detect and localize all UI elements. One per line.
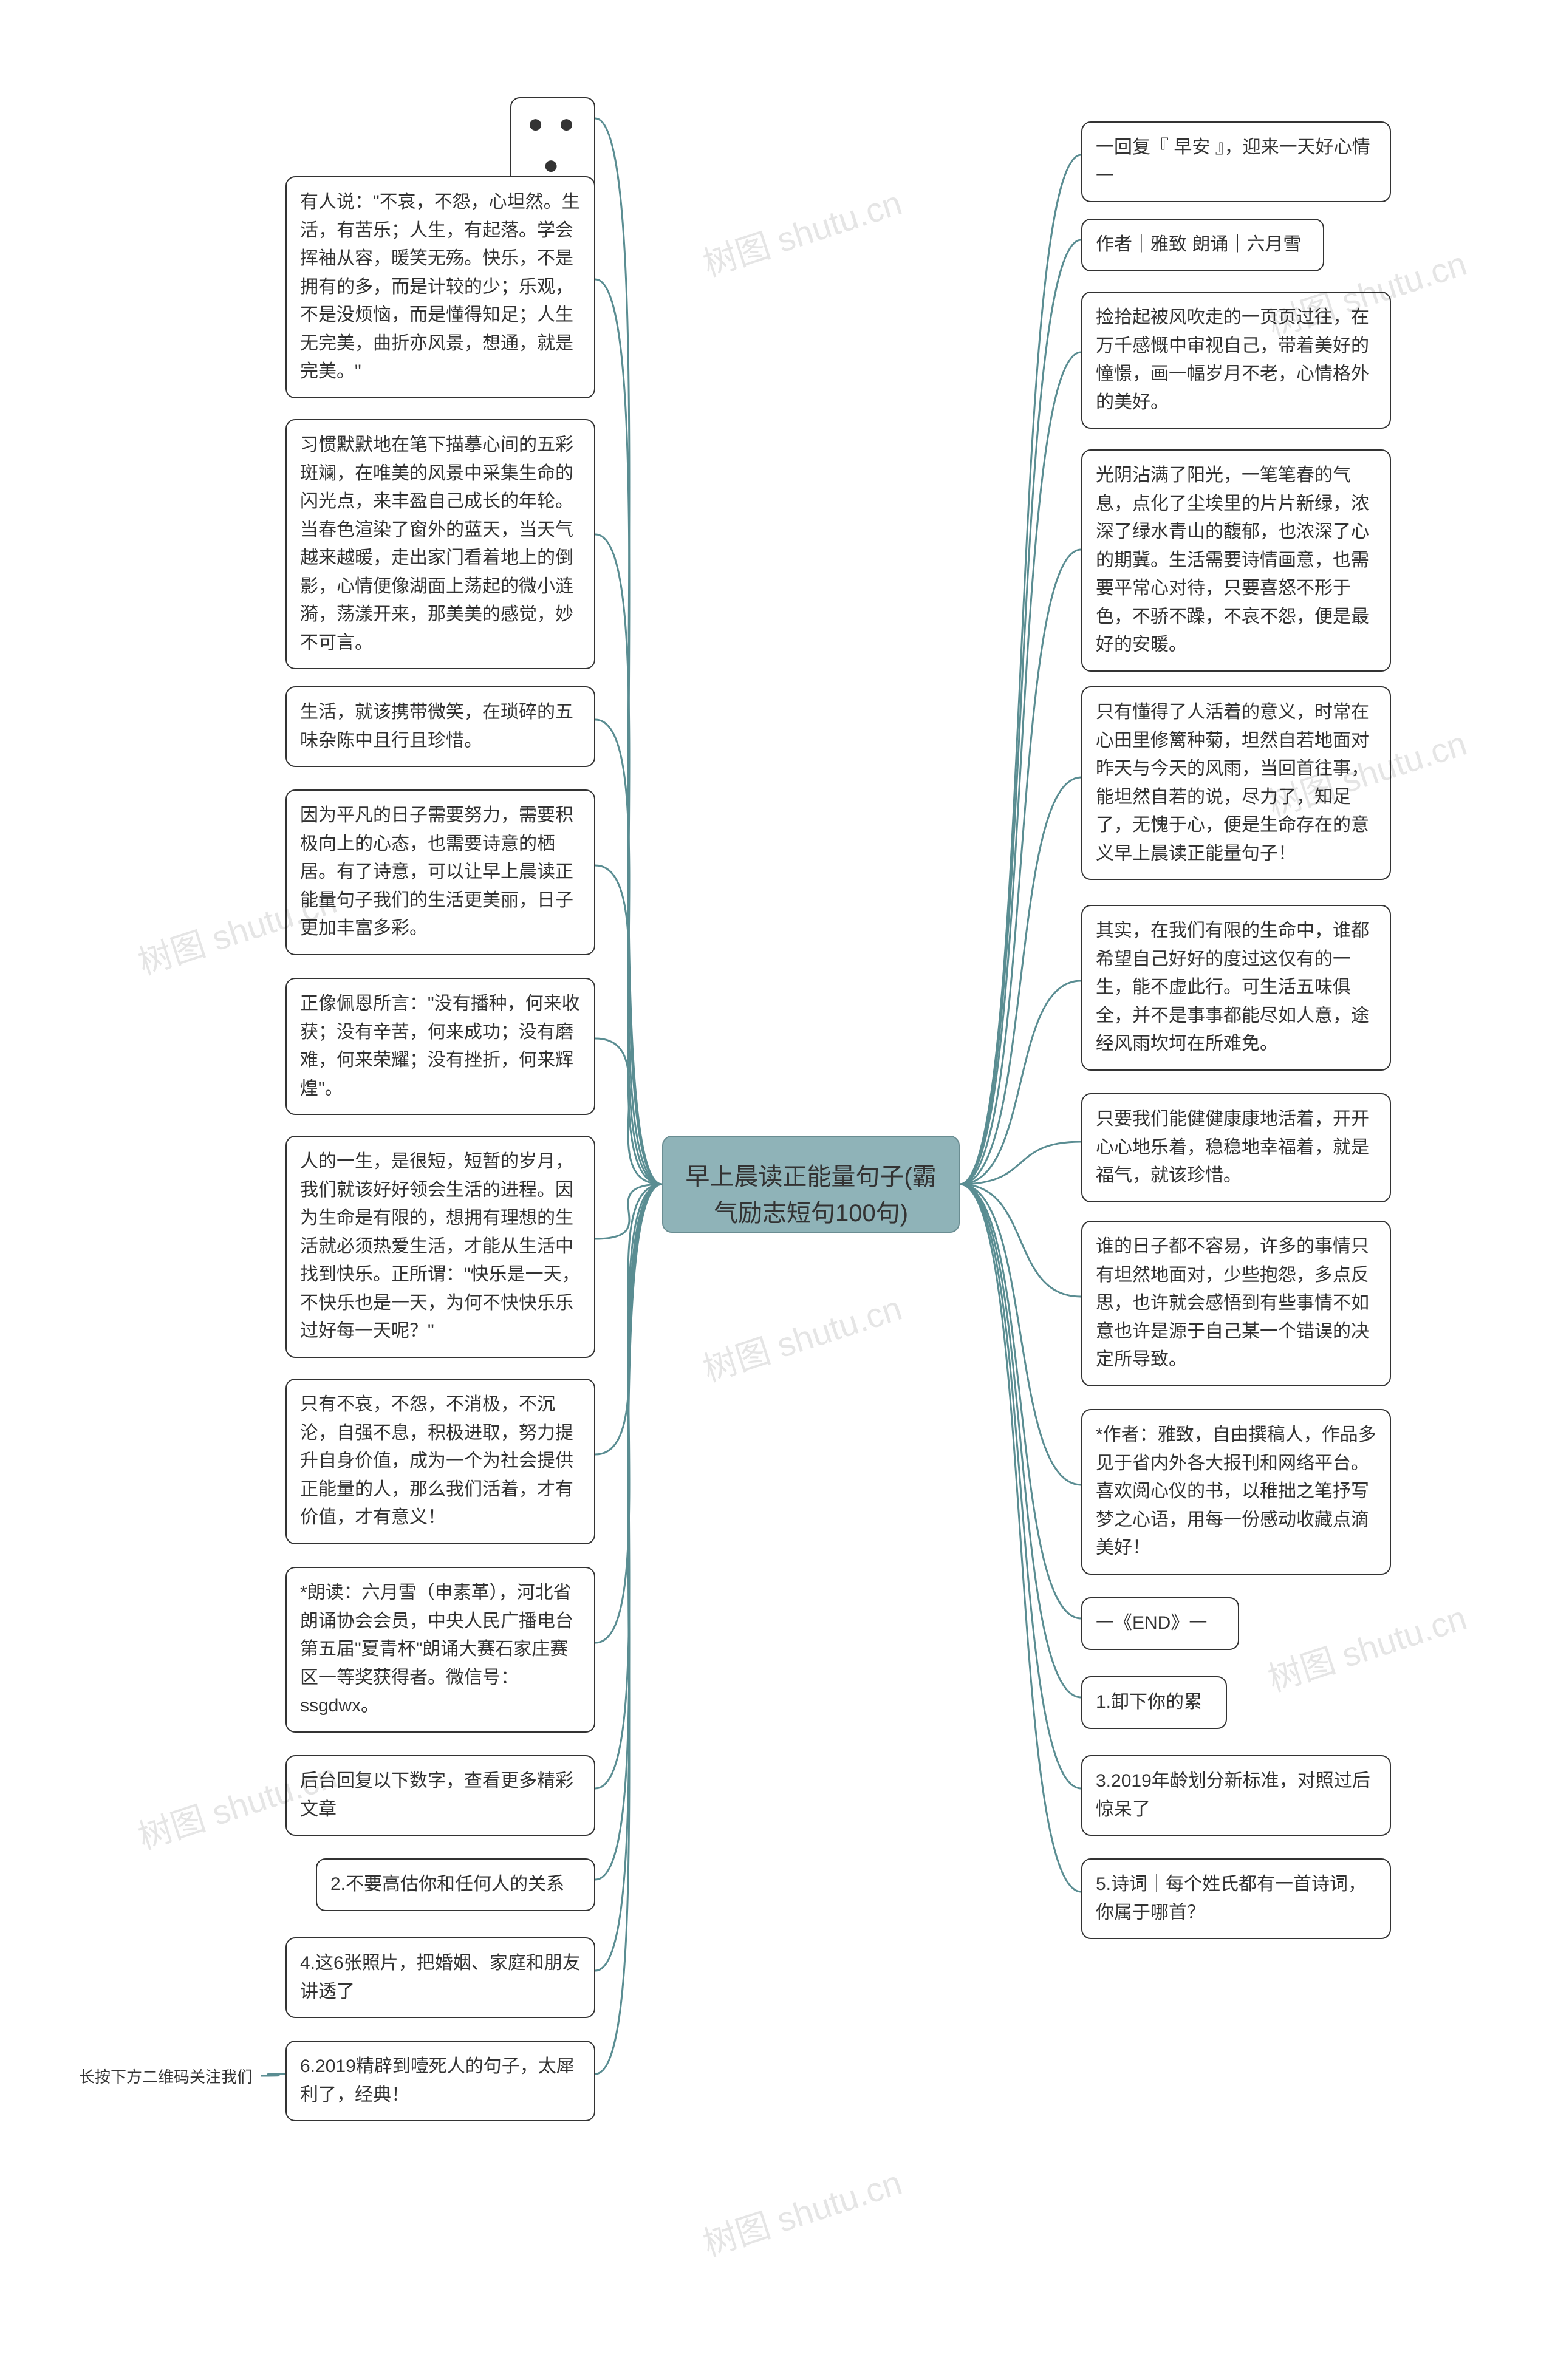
edge — [960, 1184, 1081, 1297]
edge — [960, 1184, 1081, 1485]
edge — [960, 550, 1081, 1184]
edge — [960, 1184, 1081, 1618]
right-node-r6[interactable]: 其实，在我们有限的生命中，谁都希望自己好好的度过这仅有的一生，能不虚此行。可生活… — [1081, 905, 1391, 1071]
edge — [595, 118, 662, 1184]
right-node-r2[interactable]: 作者｜雅致 朗诵｜六月雪 — [1081, 219, 1324, 271]
right-node-r9[interactable]: *作者：雅致，自由撰稿人，作品多见于省内外各大报刊和网络平台。喜欢阅心仪的书，以… — [1081, 1409, 1391, 1575]
right-node-r5[interactable]: 只有懂得了人活着的意义，时常在心田里修篱种菊，坦然自若地面对昨天与今天的风雨，当… — [1081, 686, 1391, 880]
edge — [960, 240, 1081, 1184]
left-node-l4[interactable]: 因为平凡的日子需要努力，需要积极向上的心态，也需要诗意的栖居。有了诗意，可以让早… — [285, 789, 595, 955]
edge — [261, 2074, 285, 2076]
right-node-r11[interactable]: 1.卸下你的累 — [1081, 1676, 1227, 1729]
right-node-r1[interactable]: 一回复『 早安 』，迎来一天好心情一 — [1081, 121, 1391, 202]
right-node-r3[interactable]: 捡拾起被风吹走的一页页过往，在万千感慨中审视自己，带着美好的憧憬，画一幅岁月不老… — [1081, 292, 1391, 429]
edge — [595, 720, 662, 1184]
edge — [595, 1184, 662, 2074]
left-node-l9[interactable]: 后台回复以下数字，查看更多精彩文章 — [285, 1755, 595, 1836]
edge — [960, 1184, 1081, 1697]
left-node-l1[interactable]: 有人说："不哀，不怨，心坦然。生活，有苦乐；人生，有起落。学会挥袖从容，暖笑无殇… — [285, 176, 595, 398]
plain-label: 长按下方二维码关注我们 — [79, 2065, 253, 2087]
edge — [595, 1184, 662, 1643]
edge — [595, 1184, 662, 1788]
right-node-r8[interactable]: 谁的日子都不容易，许多的事情只有坦然地面对，少些抱怨，多点反思，也许就会感悟到有… — [1081, 1221, 1391, 1386]
watermark: 树图 shutu.cn — [1261, 1591, 1472, 1702]
left-node-l7[interactable]: 只有不哀，不怨，不消极，不沉沦，自强不息，积极进取，努力提升自身价值，成为一个为… — [285, 1379, 595, 1544]
edge — [960, 1184, 1081, 1788]
left-node-l8[interactable]: *朗读：六月雪（申素革），河北省朗诵协会会员，中央人民广播电台第五届"夏青杯"朗… — [285, 1567, 595, 1733]
edge — [595, 1184, 662, 1880]
edge — [595, 1038, 662, 1184]
edge — [595, 279, 662, 1184]
left-node-l12[interactable]: 6.2019精辟到噎死人的句子，太犀利了，经典！ — [285, 2041, 595, 2121]
edge — [595, 1184, 662, 1239]
right-node-r12[interactable]: 3.2019年龄划分新标准，对照过后惊呆了 — [1081, 1755, 1391, 1836]
edge — [960, 1142, 1081, 1184]
edge — [595, 1184, 662, 1971]
center-node[interactable]: 早上晨读正能量句子(霸气励志短句100句) — [662, 1136, 960, 1233]
left-node-l6[interactable]: 人的一生，是很短，短暂的岁月，我们就该好好领会生活的进程。因为生命是有限的，想拥… — [285, 1136, 595, 1358]
left-node-l5[interactable]: 正像佩恩所言："没有播种，何来收获；没有辛苦，何来成功；没有磨难，何来荣耀；没有… — [285, 978, 595, 1115]
watermark: 树图 shutu.cn — [696, 2156, 907, 2266]
edge — [960, 777, 1081, 1184]
watermark: 树图 shutu.cn — [696, 176, 907, 287]
left-node-l11[interactable]: 4.这6张照片，把婚姻、家庭和朋友讲透了 — [285, 1937, 595, 2018]
mindmap-canvas: 早上晨读正能量句子(霸气励志短句100句) 一回复『 早安 』，迎来一天好心情一… — [0, 0, 1555, 2380]
right-node-r7[interactable]: 只要我们能健健康康地活着，开开心心地乐着，稳稳地幸福着，就是福气，就该珍惜。 — [1081, 1093, 1391, 1202]
edge — [960, 1184, 1081, 1892]
edge — [960, 981, 1081, 1184]
edge — [595, 534, 662, 1184]
right-node-r10[interactable]: 一《END》一 — [1081, 1597, 1239, 1650]
right-node-r13[interactable]: 5.诗词｜每个姓氏都有一首诗词，你属于哪首？ — [1081, 1858, 1391, 1939]
edge — [960, 155, 1081, 1184]
left-node-l3[interactable]: 生活，就该携带微笑，在琐碎的五味杂陈中且行且珍惜。 — [285, 686, 595, 767]
left-node-l2[interactable]: 习惯默默地在笔下描摹心间的五彩斑斓，在唯美的风景中采集生命的闪光点，来丰盈自己成… — [285, 419, 595, 669]
edge — [595, 1184, 662, 1454]
right-node-r4[interactable]: 光阴沾满了阳光，一笔笔春的气息，点化了尘埃里的片片新绿，浓深了绿水青山的馥郁，也… — [1081, 449, 1391, 672]
left-node-l10[interactable]: 2.不要高估你和任何人的关系 — [316, 1858, 595, 1911]
edge — [595, 865, 662, 1184]
edge — [960, 352, 1081, 1184]
watermark: 树图 shutu.cn — [696, 1281, 907, 1392]
